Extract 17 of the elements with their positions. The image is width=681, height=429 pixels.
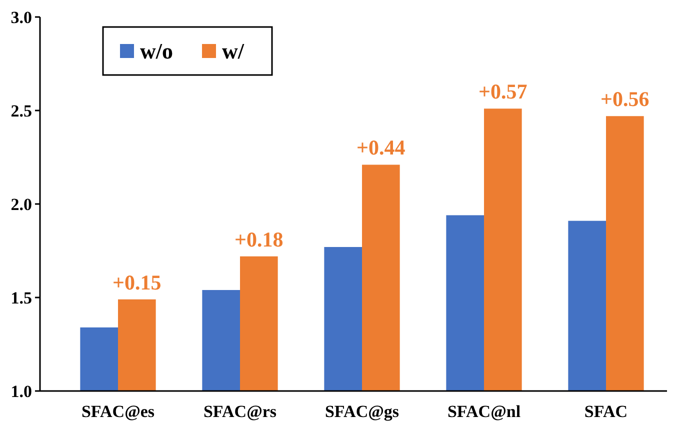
y-tick-label: 3.0: [10, 8, 32, 27]
x-tick-label: SFAC@rs: [203, 402, 277, 421]
y-tick-label: 1.5: [10, 288, 32, 308]
y-tick-label: 2.5: [10, 101, 32, 120]
legend-label: w/o: [140, 38, 173, 64]
annotation: +0.44: [356, 136, 406, 160]
annotation: +0.57: [478, 80, 528, 104]
y-tick-label: 1.0: [10, 382, 32, 401]
annotation: +0.56: [600, 87, 650, 112]
x-tick-label: SFAC@gs: [324, 402, 400, 421]
x-tick-label: SFAC: [584, 402, 628, 421]
annotation: +0.18: [234, 227, 284, 252]
x-tick-label: SFAC@nl: [447, 402, 521, 421]
x-tick-label: SFAC@es: [81, 402, 155, 421]
legend-label: w/: [222, 38, 245, 64]
annotation: +0.15: [112, 270, 162, 294]
y-tick-label: 2.0: [10, 194, 32, 214]
